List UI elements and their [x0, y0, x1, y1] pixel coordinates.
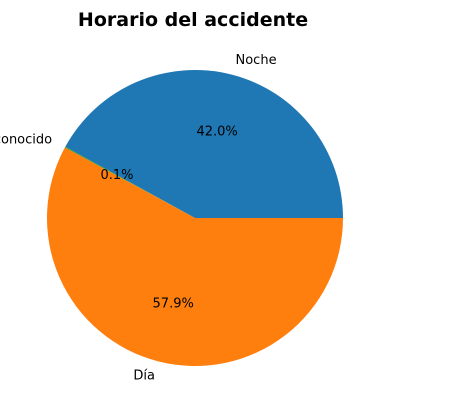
pie-slice-desconocido [64, 146, 195, 218]
category-label-noche: Noche [236, 53, 277, 68]
category-label-desconocido: Desconocido [0, 133, 52, 148]
percent-label-noche: 42.0% [196, 125, 237, 140]
chart-title: Horario del accidente [78, 9, 308, 31]
pie-slice-dia [46, 147, 343, 367]
percent-label-desconocido: 0.1% [100, 168, 133, 183]
pie-slice-noche [65, 70, 343, 218]
pie-slices [46, 70, 343, 367]
category-label-dia: Día [133, 368, 155, 383]
pie-percent-labels: 42.0% 0.1% 57.9% [100, 125, 237, 312]
percent-label-dia: 57.9% [153, 297, 194, 312]
pie-category-labels: Noche Desconocido Día [0, 53, 277, 383]
